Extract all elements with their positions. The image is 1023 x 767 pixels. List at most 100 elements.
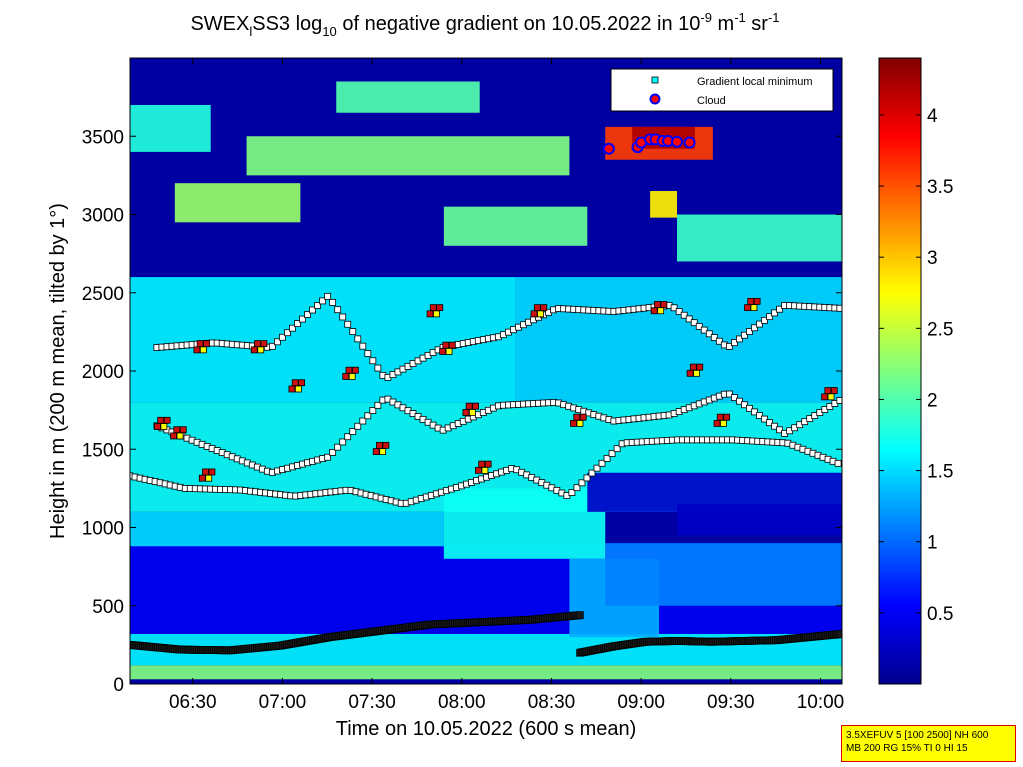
gradient-minimum-marker-red [342,373,350,380]
x-tick-label: 09:00 [617,692,665,713]
gradient-minimum-marker-red [650,307,658,315]
gradient-minimum-marker-red [579,413,587,421]
gradient-minimum-marker-red [208,468,216,476]
gradient-minimum-marker-red [462,409,470,416]
gradient-minimum-marker [761,316,768,324]
legend-label-cloud: Cloud [697,95,726,107]
heatmap-band [650,191,678,218]
x-tick-label: 09:30 [707,692,755,713]
gradient-minimum-marker [771,309,778,317]
gradient-minimum-marker [309,306,316,314]
gradient-minimum-marker [314,302,321,309]
gradient-minimum-marker [354,335,362,343]
gradient-minimum-marker [751,324,758,332]
gradient-minimum-marker-red [824,387,832,394]
heatmap-band [677,214,842,262]
gradient-minimum-marker-red [481,466,489,474]
x-tick-label: 08:30 [528,692,576,713]
gradient-minimum-marker [756,320,763,328]
colorbar-ticks: 0.5 1 1.5 2 2.5 3 3.5 4 [879,106,953,625]
gradient-minimum-marker [334,306,342,314]
gradient-minimum-marker [741,331,748,339]
y-axis-ticks: 0 500 1000 1500 2000 2500 3000 3500 [82,127,842,696]
gradient-minimum-marker-red [254,340,261,348]
x-tick-label: 07:00 [259,692,307,713]
gradient-minimum-marker-red [693,369,700,377]
gradient-minimum-marker-red [445,348,453,355]
gradient-minimum-marker [836,630,842,638]
gradient-minimum-marker-red [686,369,694,377]
gradient-minimum-marker [715,337,723,345]
gradient-minimum-marker-red [288,385,296,393]
legend-label-gradient-minimum: Gradient local minimum [697,76,813,88]
gradient-minimum-marker [834,459,842,467]
gradient-minimum-marker [736,335,743,343]
gradient-minimum-marker-red [472,402,479,410]
gradient-minimum-marker-red [723,413,731,421]
legend-circle-marker-icon [649,93,661,105]
gradient-minimum-marker-red [202,468,209,476]
gradient-minimum-marker-red [744,304,751,312]
gradient-minimum-marker [725,342,733,350]
gradient-minimum-marker [299,315,306,323]
colorbar-tick-label: 4 [927,106,938,127]
gradient-minimum-marker [608,450,616,457]
gradient-minimum-marker [324,292,332,300]
gradient-minimum-marker-red [160,423,168,430]
gradient-minimum-marker [369,357,377,365]
y-tick-label: 3000 [82,206,124,227]
gradient-minimum-marker-red [298,379,306,387]
gradient-minimum-marker [675,308,683,315]
gradient-minimum-marker [695,322,703,330]
gradient-minimum-marker [304,311,311,318]
gradient-minimum-marker-red [198,474,206,482]
gradient-minimum-marker-red [439,348,446,355]
gradient-minimum-marker-red [753,297,761,305]
heatmap-band [130,665,842,680]
gradient-minimum-marker [598,459,606,467]
gradient-minimum-marker [284,329,291,337]
gradient-minimum-markers [130,292,842,657]
gradient-minimum-marker-red [199,346,207,354]
gradient-minimum-marker-red [660,301,668,308]
gradient-minimum-marker-red [196,340,204,348]
legend: Gradient local minimum Cloud [610,68,834,112]
gradient-minimum-marker [349,328,357,335]
gradient-minimum-marker [756,412,763,419]
gradient-minimum-marker [268,342,276,350]
gradient-minimum-marker-red [260,340,268,348]
gradient-minimum-marker [364,350,372,357]
y-tick-label: 2500 [82,284,124,305]
x-tick-label: 06:30 [169,692,217,713]
gradient-minimum-marker-red [716,413,724,421]
gradient-minimum-marker [359,417,367,425]
cloud-marker [602,142,615,155]
gradient-minimum-marker [294,320,301,328]
gradient-minimum-marker-red [573,413,581,421]
gradient-minimum-marker [374,364,382,372]
gradient-minimum-marker-red [154,423,161,430]
gradient-minimum-marker-red [750,304,758,312]
gradient-minimum-marker-red [193,346,201,354]
gradient-minimum-marker [705,330,713,338]
heatmap-plot-area [129,57,843,685]
legend-square-marker-icon [651,76,659,84]
heatmap-band [677,504,842,536]
x-tick-label: 07:30 [348,692,396,713]
gradient-minimum-marker [776,305,783,313]
gradient-minimum-marker [329,298,337,306]
gradient-minimum-marker [761,415,768,423]
gradient-minimum-marker-red [530,310,538,318]
gradient-minimum-marker [593,464,601,472]
y-tick-label: 1000 [82,519,124,540]
colorbar-tick-label: 2 [927,390,938,411]
gradient-minimum-marker [339,438,347,446]
gradient-minimum-marker [836,397,842,404]
gradient-minimum-marker-red [372,448,380,455]
gradient-minimum-marker [730,394,738,401]
gradient-minimum-marker-red [442,341,450,349]
gradient-minimum-marker-red [448,341,456,349]
gradient-minimum-marker-red [426,310,434,318]
gradient-minimum-marker-red [433,310,440,318]
gradient-minimum-marker [685,315,693,323]
